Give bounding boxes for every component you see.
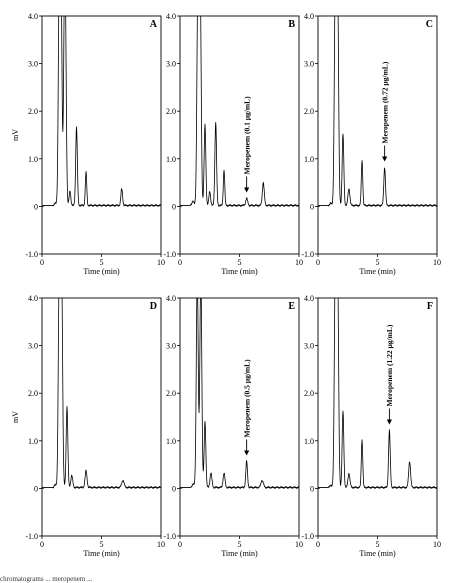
x-tick-label: 0: [178, 540, 182, 549]
arrow-down-icon: [244, 450, 250, 456]
plot-frame: [317, 15, 438, 255]
y-tick-label: 3.0: [166, 60, 176, 69]
y-tick-label: 4.0: [166, 12, 176, 21]
y-tick-label: 3.0: [166, 342, 176, 351]
y-tick-label: 0: [34, 202, 38, 211]
y-tick-label: 2.0: [304, 389, 314, 398]
annotation-label: Meropenem (0.72 µg/mL): [380, 61, 389, 143]
y-tick-label: -1.0: [163, 532, 176, 541]
y-tick-label: 0: [310, 484, 314, 493]
chromatogram-trace: [180, 16, 299, 207]
y-tick-label: 2.0: [304, 107, 314, 116]
y-tick-label: 2.0: [28, 107, 38, 116]
x-axis-label: Time (min): [359, 267, 396, 276]
panel-letter: D: [150, 301, 157, 312]
x-axis-label: Time (min): [83, 549, 120, 558]
x-tick-label: 5: [376, 258, 380, 267]
y-tick-label: 3.0: [28, 60, 38, 69]
meropenem-annotation: Meropenem (0.1 µg/mL): [242, 96, 251, 193]
y-tick-label: 4.0: [28, 12, 38, 21]
y-tick-label: -1.0: [163, 250, 176, 259]
panel-letter: F: [427, 301, 433, 312]
x-tick-label: 5: [100, 258, 104, 267]
y-tick-label: 3.0: [304, 60, 314, 69]
x-tick-label: 0: [316, 540, 320, 549]
plot-frame: [41, 297, 162, 537]
y-tick-label: 4.0: [28, 294, 38, 303]
meropenem-annotation: Meropenem (0.5 µg/mL): [242, 359, 251, 456]
y-tick-label: 1.0: [304, 437, 314, 446]
chromatogram-trace: [318, 298, 437, 489]
meropenem-annotation: Meropenem (1.22 µg/mL): [385, 324, 394, 425]
meropenem-annotation: Meropenem (0.72 µg/mL): [380, 61, 389, 162]
y-tick-label: 3.0: [304, 342, 314, 351]
y-tick-label: 0: [310, 202, 314, 211]
y-tick-label: -1.0: [301, 532, 314, 541]
panel-letter: A: [150, 19, 158, 30]
x-tick-label: 5: [238, 258, 242, 267]
plot-frame: [179, 15, 300, 255]
panel-letter: C: [426, 19, 433, 30]
annotation-label: Meropenem (1.22 µg/mL): [385, 324, 394, 406]
y-tick-label: 2.0: [166, 107, 176, 116]
y-tick-label: 0: [34, 484, 38, 493]
x-tick-label: 10: [157, 258, 165, 267]
y-tick-label: 3.0: [28, 342, 38, 351]
x-tick-label: 10: [295, 258, 303, 267]
arrow-down-icon: [386, 419, 392, 425]
arrow-down-icon: [382, 156, 388, 162]
y-tick-label: 2.0: [166, 389, 176, 398]
chromatogram-trace: [318, 16, 437, 207]
x-tick-label: 0: [40, 258, 44, 267]
y-tick-label: -1.0: [301, 250, 314, 259]
chromatogram-trace: [180, 298, 299, 489]
panel-letter: E: [288, 301, 295, 312]
arrow-down-icon: [244, 187, 250, 193]
y-tick-label: 1.0: [28, 155, 38, 164]
y-axis-label: mV: [11, 411, 20, 423]
x-tick-label: 5: [376, 540, 380, 549]
chromatogram-trace: [42, 16, 161, 207]
x-tick-label: 0: [316, 258, 320, 267]
x-tick-label: 10: [295, 540, 303, 549]
annotation-label: Meropenem (0.1 µg/mL): [242, 96, 251, 175]
y-tick-label: -1.0: [25, 250, 38, 259]
x-tick-label: 0: [40, 540, 44, 549]
y-tick-label: 1.0: [304, 155, 314, 164]
x-tick-label: 10: [433, 540, 441, 549]
x-axis-label: Time (min): [221, 549, 258, 558]
y-tick-label: 0: [172, 202, 176, 211]
figure-caption: chromatograms ... meropenem ...: [0, 576, 93, 583]
annotation-label: Meropenem (0.5 µg/mL): [242, 359, 251, 438]
x-tick-label: 10: [433, 258, 441, 267]
x-axis-label: Time (min): [83, 267, 120, 276]
y-tick-label: 1.0: [166, 437, 176, 446]
y-tick-label: 4.0: [304, 12, 314, 21]
y-tick-label: 2.0: [28, 389, 38, 398]
x-tick-label: 0: [178, 258, 182, 267]
y-axis-label: mV: [11, 129, 20, 141]
x-tick-label: 10: [157, 540, 165, 549]
x-axis-label: Time (min): [221, 267, 258, 276]
y-tick-label: 0: [172, 484, 176, 493]
y-tick-label: 1.0: [166, 155, 176, 164]
x-tick-label: 5: [100, 540, 104, 549]
y-tick-label: 4.0: [166, 294, 176, 303]
y-tick-label: 4.0: [304, 294, 314, 303]
x-axis-label: Time (min): [359, 549, 396, 558]
panel-letter: B: [288, 19, 295, 30]
chromatogram-trace: [42, 298, 161, 489]
x-tick-label: 5: [238, 540, 242, 549]
plot-frame: [317, 297, 438, 537]
plot-frame: [41, 15, 162, 255]
y-tick-label: 1.0: [28, 437, 38, 446]
y-tick-label: -1.0: [25, 532, 38, 541]
